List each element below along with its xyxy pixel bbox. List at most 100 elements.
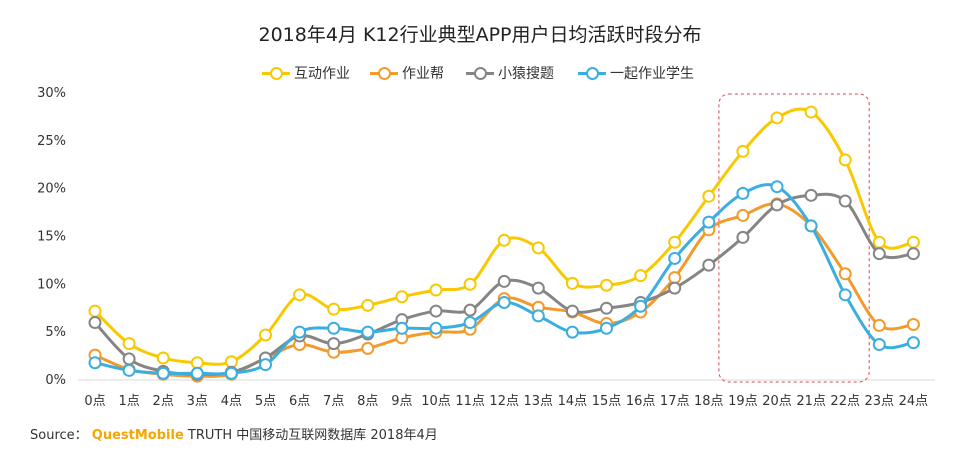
data-point-series-1 xyxy=(838,153,852,167)
data-point-series-1 xyxy=(634,269,648,283)
data-point-series-1 xyxy=(668,235,682,249)
data-point-series-3 xyxy=(463,303,477,317)
legend-label: 互动作业 xyxy=(294,66,350,82)
data-point-series-4 xyxy=(531,309,545,323)
legend-label: 小猿搜题 xyxy=(498,66,554,82)
data-point-series-3 xyxy=(838,194,852,208)
data-point-series-1 xyxy=(736,144,750,158)
y-tick-label: 15% xyxy=(37,230,66,245)
legend-item-series-1[interactable]: 互动作业 xyxy=(262,62,350,84)
data-point-series-2 xyxy=(906,317,920,331)
x-tick-label: 23点 xyxy=(865,394,895,409)
data-point-series-1 xyxy=(770,111,784,125)
data-point-series-1 xyxy=(259,328,272,342)
x-tick-label: 22点 xyxy=(830,394,860,409)
data-point-series-4 xyxy=(804,219,818,233)
data-point-series-4 xyxy=(88,356,102,370)
x-tick-label: 7点 xyxy=(323,394,344,409)
legend-marker-icon xyxy=(578,62,606,84)
data-point-series-3 xyxy=(88,316,102,330)
data-point-series-4 xyxy=(156,366,170,380)
data-point-series-1 xyxy=(293,288,307,302)
data-point-series-3 xyxy=(497,274,511,288)
x-tick-label: 11点 xyxy=(455,394,485,409)
data-point-series-1 xyxy=(88,304,102,318)
y-tick-label: 5% xyxy=(45,325,66,340)
x-tick-label: 15点 xyxy=(592,394,622,409)
data-point-series-1 xyxy=(361,298,375,312)
legend-marker-icon xyxy=(262,62,290,84)
data-point-series-3 xyxy=(531,281,545,295)
x-tick-label: 17点 xyxy=(660,394,690,409)
data-point-series-1 xyxy=(395,290,409,304)
chart-legend: 互动作业 作业帮 小猿搜题 一起作业学生 xyxy=(0,62,960,84)
data-point-series-4 xyxy=(872,338,886,352)
x-tick-label: 4点 xyxy=(221,394,242,409)
data-point-series-3 xyxy=(736,230,750,244)
x-tick-label: 2点 xyxy=(153,394,174,409)
y-tick-label: 25% xyxy=(37,134,66,149)
data-point-series-3 xyxy=(702,258,716,272)
legend-item-series-4[interactable]: 一起作业学生 xyxy=(578,62,694,84)
chart-title: 2018年4月 K12行业典型APP用户日均活跃时段分布 xyxy=(258,24,702,46)
x-tick-label: 3点 xyxy=(187,394,208,409)
data-point-series-4 xyxy=(224,366,238,380)
x-tick-label: 14点 xyxy=(558,394,588,409)
data-point-series-4 xyxy=(906,336,920,350)
data-point-series-4 xyxy=(600,321,613,335)
x-tick-label: 12点 xyxy=(489,394,519,409)
legend-item-series-2[interactable]: 作业帮 xyxy=(370,62,444,84)
data-point-series-1 xyxy=(565,276,579,290)
source-note: Source： QuestMobile TRUTH 中国移动互联网数据库 201… xyxy=(30,424,438,443)
x-tick-label: 21点 xyxy=(796,394,826,409)
x-tick-label: 18点 xyxy=(694,394,724,409)
data-point-series-2 xyxy=(838,267,852,281)
x-tick-label: 24点 xyxy=(899,394,929,409)
data-point-series-2 xyxy=(872,318,886,332)
data-point-series-4 xyxy=(293,325,307,339)
data-point-series-3 xyxy=(770,198,784,212)
data-point-series-1 xyxy=(531,241,545,255)
data-point-series-4 xyxy=(770,180,784,194)
y-tick-label: 10% xyxy=(37,277,66,292)
data-point-series-4 xyxy=(702,215,716,229)
x-tick-label: 19点 xyxy=(728,394,758,409)
legend-item-series-3[interactable]: 小猿搜题 xyxy=(466,62,554,84)
data-point-series-2 xyxy=(668,271,682,285)
x-tick-label: 9点 xyxy=(391,394,412,409)
legend-label: 一起作业学生 xyxy=(610,66,694,82)
x-tick-label: 0点 xyxy=(84,394,105,409)
data-point-series-1 xyxy=(804,105,818,119)
x-tick-label: 5点 xyxy=(255,394,276,409)
data-point-series-1 xyxy=(429,283,443,297)
data-point-series-2 xyxy=(361,341,375,355)
data-point-series-1 xyxy=(224,355,238,369)
data-point-series-3 xyxy=(122,352,136,366)
data-point-series-4 xyxy=(122,363,136,377)
data-point-series-4 xyxy=(497,295,511,309)
data-point-series-1 xyxy=(906,235,920,249)
data-point-series-4 xyxy=(327,321,341,335)
data-point-series-4 xyxy=(259,358,272,372)
data-point-series-1 xyxy=(463,277,477,291)
data-point-series-3 xyxy=(906,247,920,261)
data-point-series-1 xyxy=(122,337,136,351)
x-tick-label: 8点 xyxy=(357,394,378,409)
data-point-series-1 xyxy=(156,351,170,365)
x-tick-label: 1点 xyxy=(118,394,139,409)
legend-marker-icon xyxy=(466,62,494,84)
source-suffix: TRUTH 中国移动互联网数据库 2018年4月 xyxy=(187,428,438,443)
data-point-series-3 xyxy=(668,281,682,295)
data-point-series-3 xyxy=(565,304,579,318)
data-point-series-1 xyxy=(327,302,341,316)
data-point-series-4 xyxy=(634,299,648,313)
data-point-series-2 xyxy=(736,208,750,222)
x-tick-label: 6点 xyxy=(289,394,310,409)
data-point-series-4 xyxy=(395,321,409,335)
data-point-series-3 xyxy=(429,304,443,318)
data-point-series-4 xyxy=(668,251,682,265)
y-tick-label: 0% xyxy=(45,373,66,388)
x-tick-label: 10点 xyxy=(421,394,451,409)
series-line-2 xyxy=(94,202,914,378)
